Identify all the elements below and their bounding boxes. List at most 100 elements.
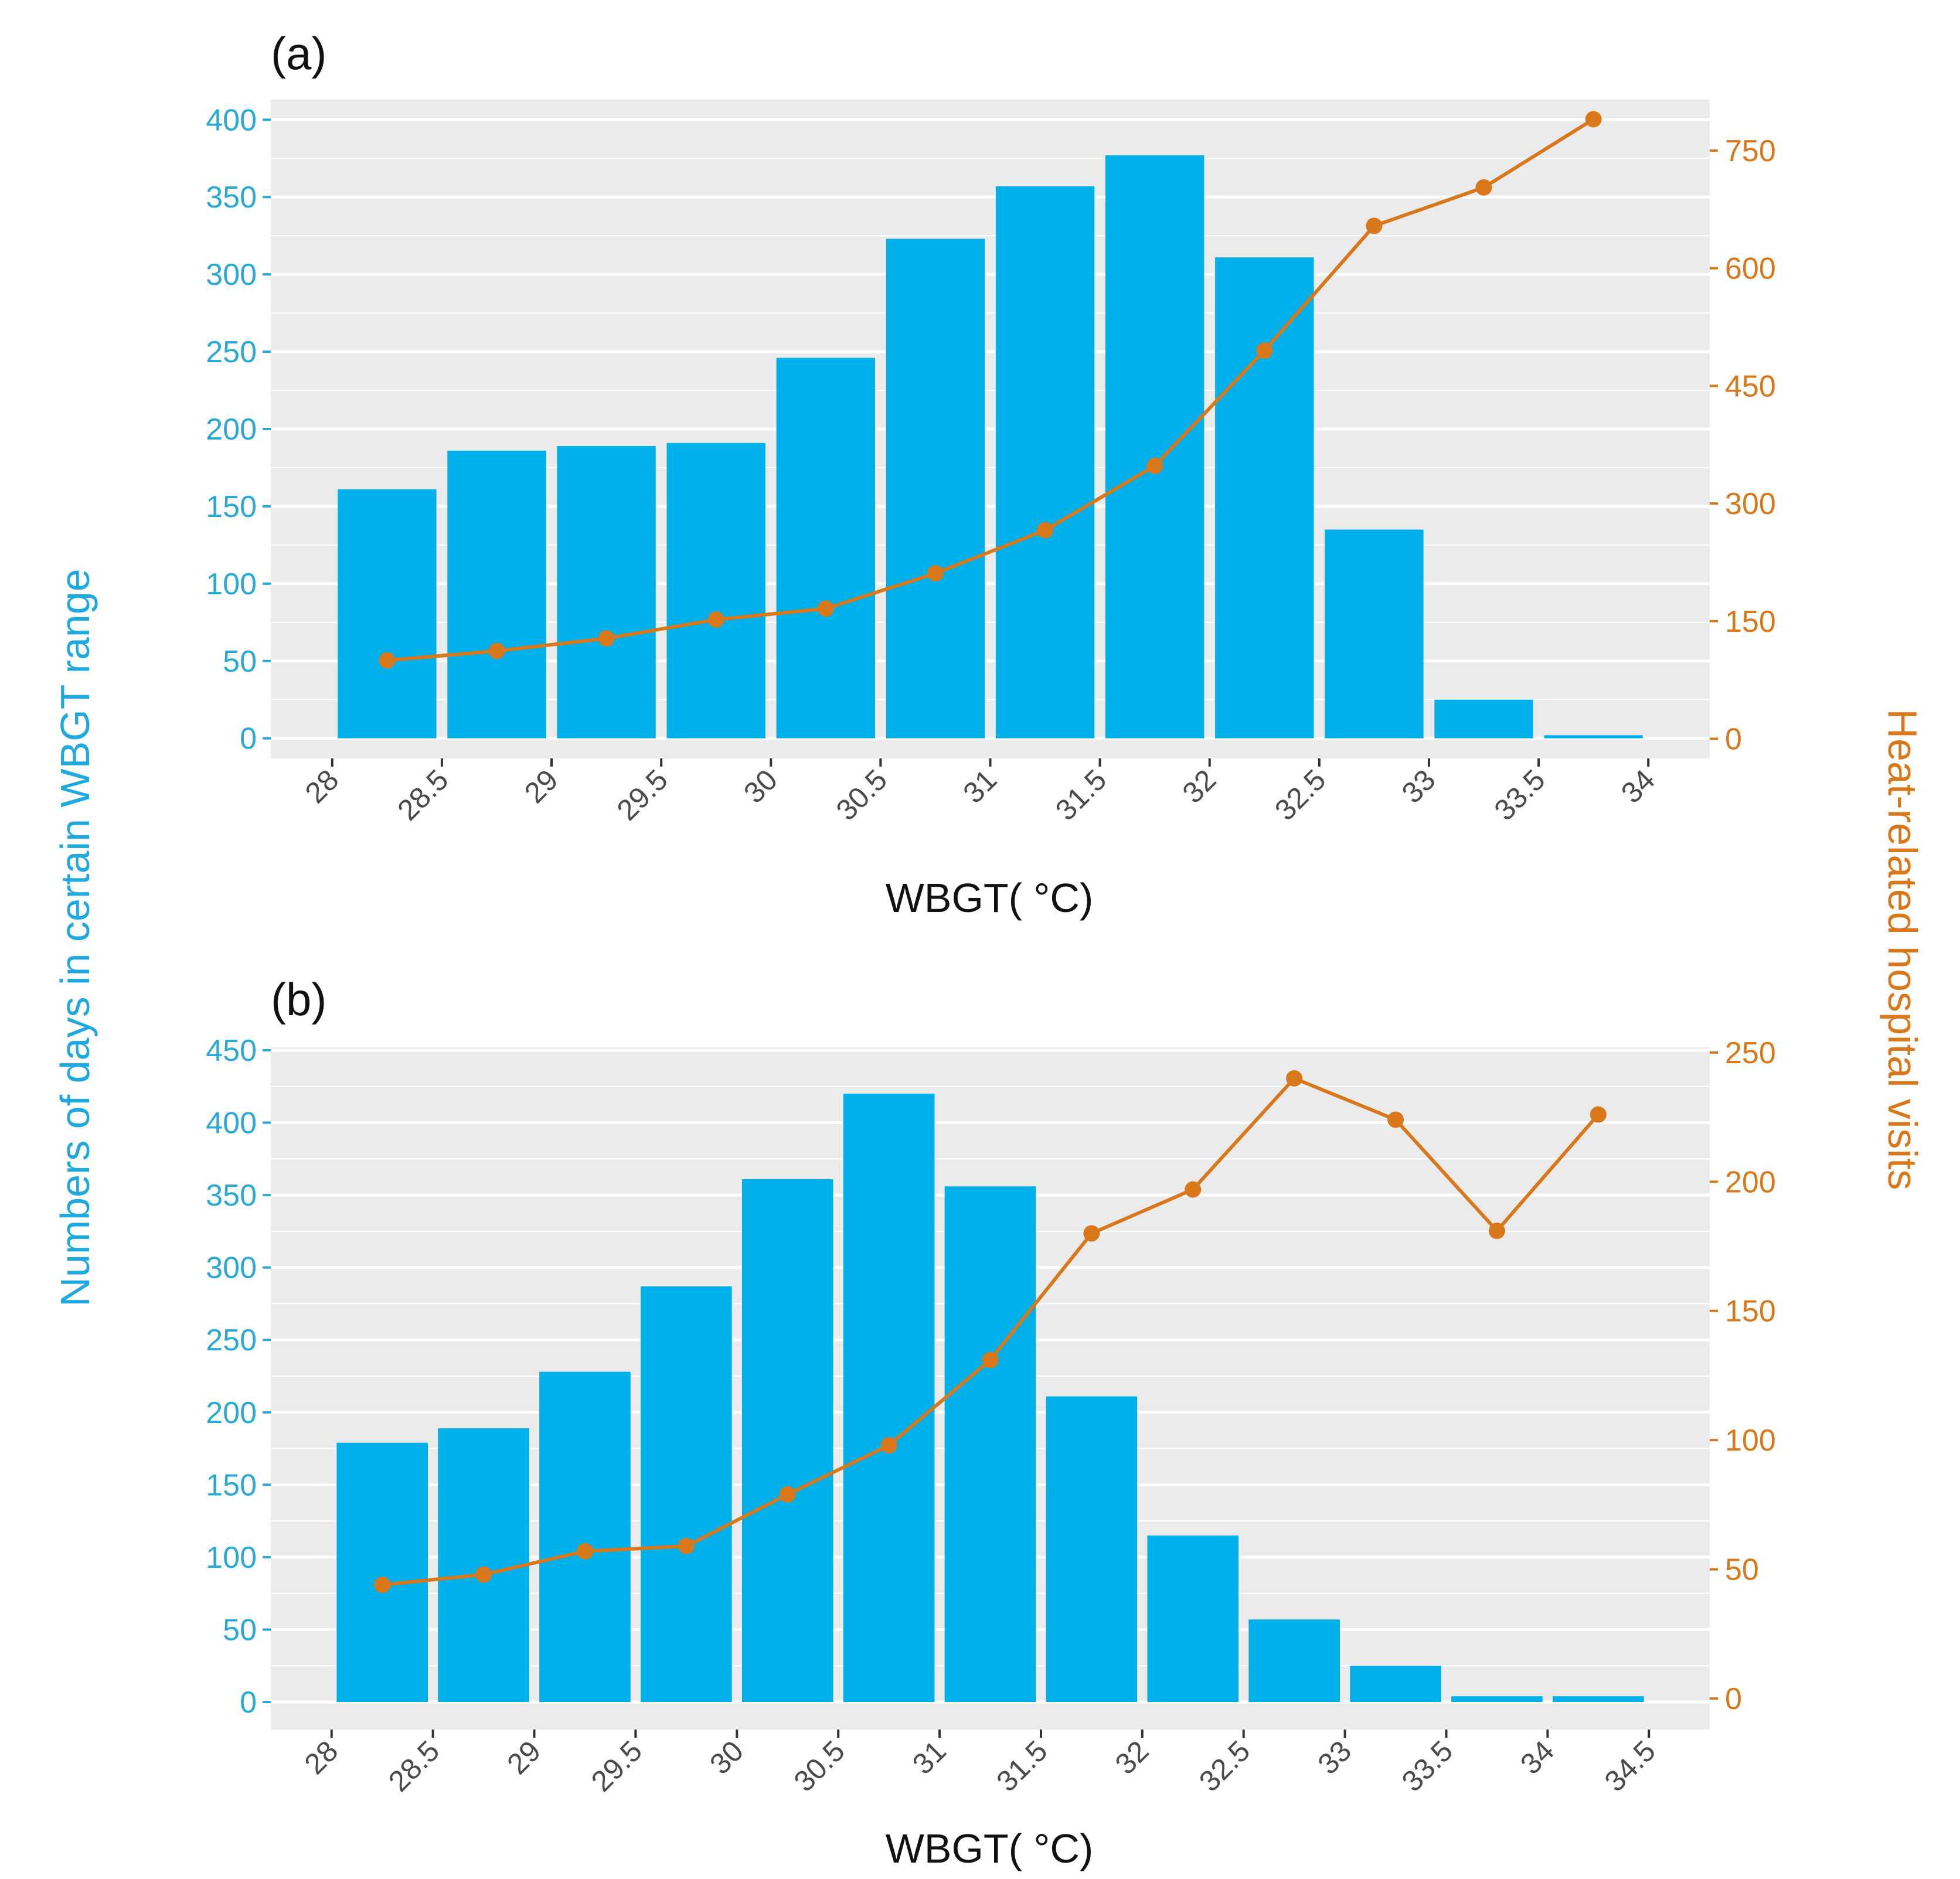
- visits-line-path: [387, 117, 1595, 662]
- left-tick-label: 0: [240, 722, 257, 756]
- left-tick-label: 150: [206, 490, 257, 524]
- left-axis-ticks: 0 50 100 150 200 250 300 350 400 450: [206, 1034, 271, 1720]
- bar: [1215, 257, 1314, 738]
- right-tick-label: 100: [1725, 1424, 1776, 1458]
- bar: [1350, 1666, 1441, 1703]
- data-point: [1037, 522, 1054, 539]
- bar: [447, 450, 546, 738]
- data-point: [1387, 1111, 1404, 1128]
- data-point: [379, 652, 396, 669]
- bar: [336, 1442, 428, 1703]
- right-tick-label: 200: [1725, 1165, 1776, 1199]
- visits-points: [379, 111, 1602, 669]
- left-tick-label: 450: [206, 1034, 257, 1068]
- bar: [1451, 1696, 1543, 1703]
- right-tick-label: 250: [1725, 1036, 1776, 1070]
- bar: [338, 489, 437, 738]
- bar: [776, 358, 876, 738]
- data-point: [1590, 1106, 1607, 1123]
- right-tick-label: 150: [1725, 1295, 1776, 1329]
- right-tick-label: 750: [1725, 134, 1776, 168]
- left-tick-label: 400: [206, 1107, 257, 1141]
- right-tick-label: 0: [1725, 1682, 1742, 1716]
- panel-label: (a): [271, 28, 326, 79]
- bars: [336, 1094, 1644, 1703]
- left-tick-label: 150: [206, 1468, 257, 1502]
- left-axis-ticks: 0 50 100 150 200 250 300 350 400: [206, 103, 271, 756]
- right-tick-label: 450: [1725, 369, 1776, 403]
- bar: [886, 239, 985, 738]
- visits-points: [374, 1070, 1607, 1594]
- left-tick-label: 300: [206, 1251, 257, 1285]
- left-tick-label: 0: [240, 1686, 257, 1720]
- left-tick-label: 300: [206, 258, 257, 292]
- bar: [666, 442, 765, 738]
- bar: [944, 1186, 1036, 1703]
- left-tick-label: 400: [206, 103, 257, 137]
- bar: [1325, 529, 1424, 738]
- left-tick-label: 100: [206, 567, 257, 601]
- bar: [1147, 1535, 1239, 1703]
- bar: [1553, 1696, 1644, 1703]
- bar: [843, 1094, 935, 1703]
- bar: [741, 1179, 833, 1703]
- data-point: [707, 611, 724, 628]
- panel-b: (b) 0 50 100 150 200 250 300 350 400 450 0 50 100 15…: [206, 973, 1776, 1871]
- bar: [995, 186, 1095, 738]
- data-point: [1488, 1223, 1505, 1240]
- left-tick-label: 50: [223, 1613, 257, 1647]
- data-point: [779, 1486, 796, 1503]
- right-tick-label: 600: [1725, 252, 1776, 286]
- left-tick-label: 250: [206, 335, 257, 369]
- right-tick-label: 300: [1725, 487, 1776, 521]
- left-tick-label: 200: [206, 413, 257, 447]
- data-point: [1366, 217, 1383, 234]
- data-point: [1083, 1225, 1100, 1242]
- bar: [641, 1286, 732, 1703]
- data-point: [1585, 111, 1602, 128]
- bars: [338, 155, 1643, 738]
- data-point: [1475, 179, 1492, 196]
- panel-a: (a) 0 50 100 150 200 250 300 350 400 0 150 300 450 6…: [206, 28, 1776, 921]
- data-point: [1256, 342, 1273, 359]
- right-tick-label: 50: [1725, 1553, 1759, 1587]
- data-point: [576, 1543, 593, 1560]
- data-point: [475, 1566, 492, 1583]
- data-point: [598, 630, 615, 647]
- left-axis-title: Numbers of days in certain WBGT range: [52, 569, 98, 1306]
- bar: [1105, 155, 1204, 738]
- data-point: [982, 1352, 999, 1369]
- right-tick-label: 0: [1725, 723, 1742, 757]
- right-axis-ticks: 0 50 100 150 200 250: [1710, 1036, 1776, 1716]
- x-axis-title: WBGT( °C): [886, 875, 1094, 921]
- left-tick-label: 100: [206, 1541, 257, 1575]
- bar: [557, 446, 656, 738]
- bar: [1544, 735, 1643, 738]
- right-axis-ticks: 0 150 300 450 600 750: [1710, 134, 1776, 757]
- visits-line: [387, 117, 1595, 662]
- panel-label: (b): [271, 973, 326, 1025]
- data-point: [927, 565, 944, 582]
- gridlines: [271, 118, 1710, 740]
- right-tick-label: 150: [1725, 605, 1776, 639]
- bar: [1434, 699, 1533, 738]
- data-point: [488, 642, 505, 659]
- bar: [539, 1371, 631, 1703]
- bar: [438, 1428, 529, 1703]
- bar: [1248, 1619, 1340, 1703]
- left-tick-label: 350: [206, 1179, 257, 1213]
- left-tick-label: 200: [206, 1396, 257, 1430]
- data-point: [374, 1577, 391, 1594]
- x-axis-title: WBGT( °C): [886, 1826, 1094, 1871]
- data-point: [1185, 1181, 1202, 1198]
- left-tick-label: 50: [223, 645, 257, 679]
- right-axis-title: Heat-related hospital visits: [1880, 709, 1925, 1190]
- data-point: [880, 1437, 897, 1453]
- data-point: [678, 1537, 695, 1554]
- bar: [1046, 1396, 1138, 1703]
- left-tick-label: 350: [206, 181, 257, 215]
- data-point: [817, 600, 834, 617]
- left-tick-label: 250: [206, 1323, 257, 1357]
- data-point: [1146, 457, 1163, 474]
